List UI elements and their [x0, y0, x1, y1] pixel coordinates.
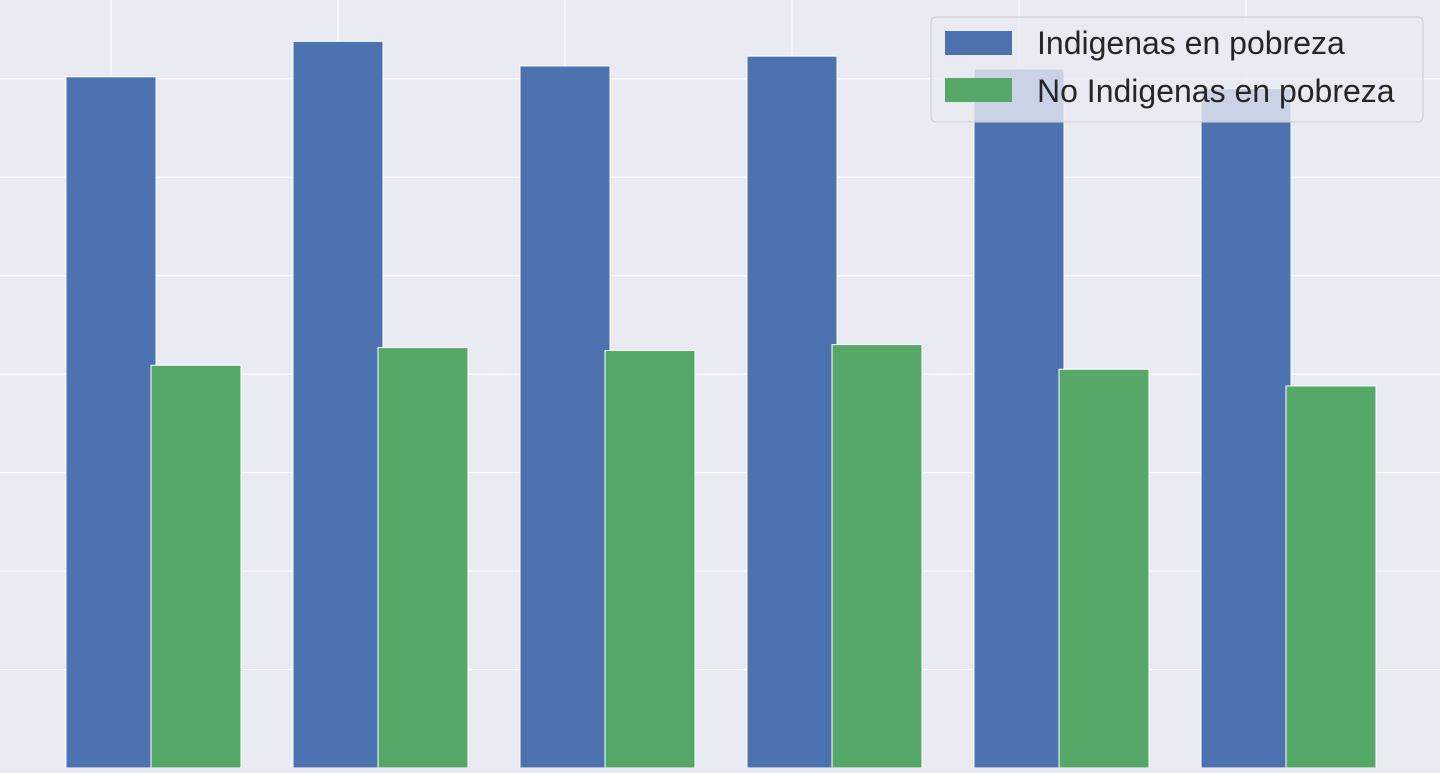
- bar-series-0-cat-2: [519, 65, 611, 769]
- legend: Indigenas en pobreza No Indigenas en pob…: [930, 16, 1424, 123]
- bars: [65, 40, 1377, 769]
- bar-series-1-cat-0: [150, 364, 242, 769]
- bar-series-1-cat-2: [604, 350, 696, 769]
- legend-swatch-indigenas: [945, 31, 1012, 55]
- bar-series-0-cat-3: [746, 55, 838, 769]
- bar-series-1-cat-1: [377, 347, 469, 769]
- bar-series-0-cat-0: [65, 76, 157, 769]
- bar-series-1-cat-4: [1058, 368, 1150, 769]
- bar-series-0-cat-4: [973, 68, 1065, 769]
- legend-label-indigenas: Indigenas en pobreza: [1037, 25, 1345, 61]
- bar-series-0-cat-5: [1200, 88, 1292, 769]
- legend-box: [930, 16, 1424, 123]
- bar-series-0-cat-1: [292, 40, 384, 769]
- bar-series-1-cat-3: [831, 344, 923, 769]
- legend-swatch-no-indigenas: [945, 78, 1012, 102]
- bar-series-1-cat-5: [1285, 385, 1377, 769]
- legend-label-no-indigenas: No Indigenas en pobreza: [1037, 73, 1395, 109]
